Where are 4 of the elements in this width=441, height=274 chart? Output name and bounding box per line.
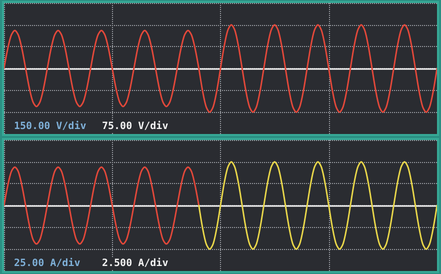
text: 2.500 A/div — [100, 258, 170, 269]
text: 25.00 A/div — [12, 258, 82, 269]
text: 150.00 V/div — [12, 121, 88, 132]
text: 75.00 V/div — [100, 121, 170, 132]
